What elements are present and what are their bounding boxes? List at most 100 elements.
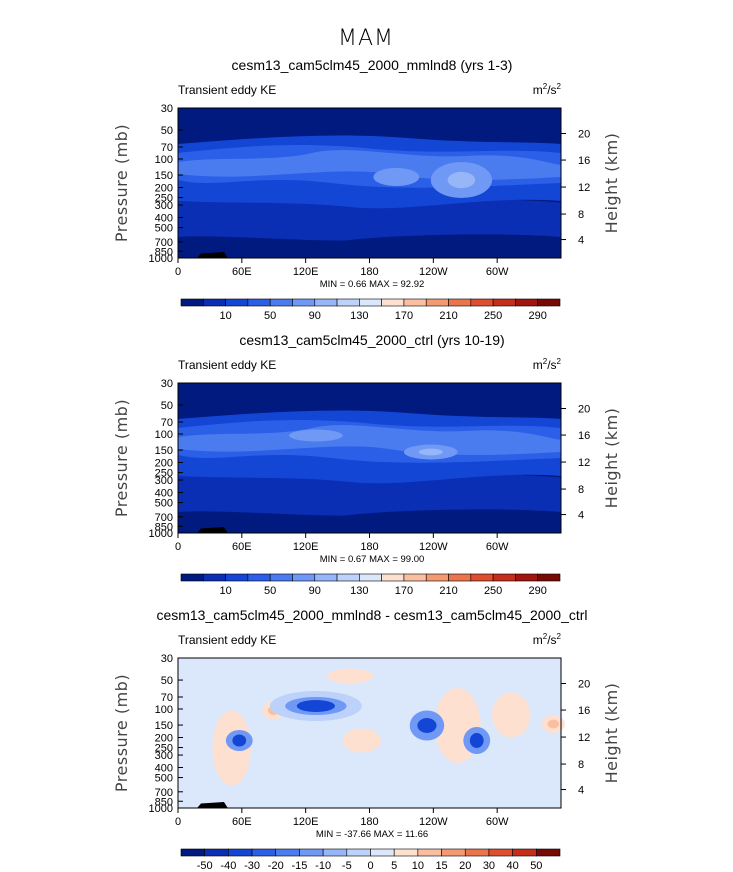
colorbar-swatch [322, 848, 348, 857]
colorbar-swatch [299, 848, 324, 857]
colorbar-swatch [247, 298, 271, 307]
colorbar-swatch [336, 573, 360, 582]
colorbar-label: 250 [484, 310, 502, 322]
colorbar-label: -50 [197, 860, 213, 872]
y2-tick-label: 4 [578, 785, 584, 797]
field-anomaly [327, 668, 374, 684]
colorbar-swatch [292, 298, 316, 307]
field-anomaly [492, 692, 531, 738]
colorbar-swatch [202, 298, 226, 307]
x-tick-label: 120W [419, 266, 448, 278]
colorbar-swatch [488, 848, 513, 857]
x-tick-label: 180 [360, 266, 378, 278]
y-tick-label: 70 [161, 692, 173, 704]
x-tick-label: 180 [360, 816, 378, 828]
y-axis-title: Pressure (mb) [112, 124, 131, 242]
panel-1: cesm13_cam5clm45_2000_mmlnd8 (yrs 1-3) Tr… [112, 57, 621, 322]
colorbar-label: 10 [412, 860, 424, 872]
y2-tick-label: 8 [578, 484, 584, 496]
field-max [289, 429, 343, 442]
colorbar-label: 30 [483, 860, 495, 872]
colorbar-swatch [492, 298, 516, 307]
colorbar-label: -40 [220, 860, 236, 872]
colorbar-swatch [425, 298, 449, 307]
colorbar-swatch [370, 848, 395, 857]
y-tick-label: 1000 [149, 803, 173, 815]
y2-tick-label: 16 [578, 155, 590, 167]
panel-title: cesm13_cam5clm45_2000_mmlnd8 (yrs 1-3) [232, 57, 513, 73]
colorbar-swatch [425, 573, 449, 582]
colorbar-swatch [403, 573, 427, 582]
y-tick-label: 850 [155, 246, 173, 258]
y-tick-label: 200 [155, 733, 173, 745]
y-tick-label: 300 [155, 750, 173, 762]
y-tick-label: 1000 [149, 528, 173, 540]
y2-tick-label: 20 [578, 404, 590, 416]
panel-3: cesm13_cam5clm45_2000_mmlnd8 - cesm13_ca… [112, 607, 621, 872]
topography [197, 252, 228, 258]
units-label: m2/s2 [533, 82, 562, 97]
y-tick-label: 250 [155, 193, 173, 205]
y2-tick-label: 12 [578, 457, 590, 469]
topography [197, 802, 228, 808]
y-tick-label: 100 [155, 154, 173, 166]
colorbar-swatch [225, 573, 249, 582]
x-tick-label: 60E [232, 266, 252, 278]
y-tick-label: 50 [161, 400, 173, 412]
contour-field [178, 658, 565, 808]
y-tick-label: 50 [161, 675, 173, 687]
colorbar-swatch [359, 573, 382, 582]
y-tick-label: 50 [161, 125, 173, 137]
panel-2: cesm13_cam5clm45_2000_ctrl (yrs 10-19) Tr… [112, 332, 621, 597]
colorbar-swatch [492, 573, 516, 582]
panel-title: cesm13_cam5clm45_2000_mmlnd8 - cesm13_ca… [156, 607, 587, 623]
y-tick-label: 70 [161, 142, 173, 154]
y-tick-label: 200 [155, 458, 173, 470]
y2-axis-title: Height (km) [602, 683, 621, 784]
variable-label: Transient eddy KE [178, 633, 276, 647]
x-tick-label: 120W [419, 816, 448, 828]
y-tick-label: 700 [155, 787, 173, 799]
colorbar-label: 290 [529, 310, 547, 322]
colorbar-label: 130 [350, 310, 368, 322]
x-tick-label: 60W [486, 816, 509, 828]
field-anomaly [296, 700, 336, 712]
y2-axis-title: Height (km) [602, 408, 621, 509]
colorbar-label: 90 [309, 310, 321, 322]
field-max [418, 448, 443, 456]
colorbar-swatch [470, 573, 494, 582]
colorbar-label: 10 [219, 585, 231, 597]
y2-axis-title: Height (km) [602, 133, 621, 234]
min-max-stats: MIN = 0.66 MAX = 92.92 [320, 279, 425, 290]
colorbar-swatch [512, 848, 537, 857]
colorbar: 10 50 90 130 170 210 250 290 [180, 573, 561, 597]
colorbar-swatch [336, 298, 360, 307]
colorbar-swatch [228, 848, 253, 857]
x-tick-label: 120E [293, 816, 319, 828]
y-tick-label: 30 [161, 378, 173, 390]
y-tick-label: 30 [161, 653, 173, 665]
colorbar-label: 20 [459, 860, 471, 872]
colorbar-swatch [448, 298, 472, 307]
y-tick-label: 500 [155, 498, 173, 510]
y-tick-label: 300 [155, 475, 173, 487]
colorbar-label: 0 [367, 860, 373, 872]
field-anomaly [469, 733, 484, 748]
x-tick-label: 120E [293, 541, 319, 553]
variable-label: Transient eddy KE [178, 83, 276, 97]
field-band [178, 425, 561, 455]
y-tick-label: 500 [155, 223, 173, 235]
colorbar-swatch [225, 298, 249, 307]
y-tick-label: 400 [155, 763, 173, 775]
colorbar-swatch [417, 848, 442, 857]
field-anomaly [547, 719, 560, 729]
y-axis-title: Pressure (mb) [112, 399, 131, 517]
colorbar-swatch [537, 573, 561, 582]
y-tick-label: 1000 [149, 253, 173, 265]
y2-tick-label: 20 [578, 679, 590, 691]
x-tick-label: 60W [486, 541, 509, 553]
colorbar-swatch [180, 573, 204, 582]
min-max-stats: MIN = -37.66 MAX = 11.66 [316, 829, 428, 840]
colorbar-label: 50 [530, 860, 542, 872]
colorbar-swatch [202, 573, 226, 582]
